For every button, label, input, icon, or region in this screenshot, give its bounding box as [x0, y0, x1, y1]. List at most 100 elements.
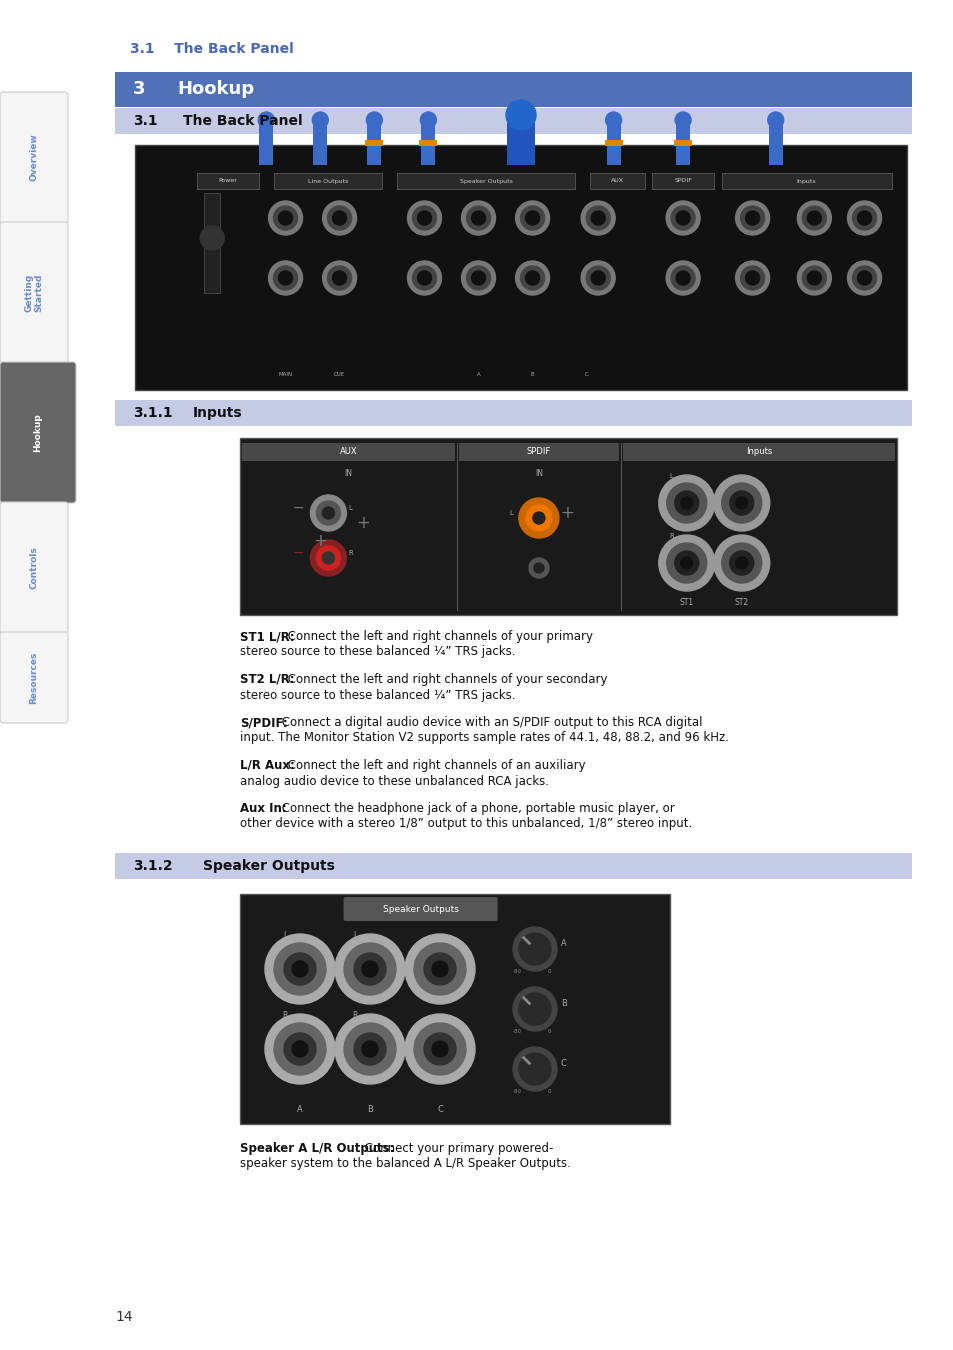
Text: S/PDIF:: S/PDIF: — [240, 716, 288, 729]
Circle shape — [721, 543, 760, 583]
Text: AUX: AUX — [339, 447, 356, 456]
Text: SPDIF: SPDIF — [526, 447, 551, 456]
FancyBboxPatch shape — [0, 221, 68, 363]
Bar — [240, 437, 896, 616]
Text: Hookup: Hookup — [177, 81, 253, 99]
Text: 3.1.2: 3.1.2 — [132, 859, 172, 873]
Circle shape — [676, 211, 689, 225]
Text: L: L — [509, 510, 513, 516]
Text: Connect the left and right channels of an auxiliary: Connect the left and right channels of a… — [284, 759, 585, 772]
Text: Inputs: Inputs — [193, 406, 242, 420]
Text: stereo source to these balanced ¼” TRS jacks.: stereo source to these balanced ¼” TRS j… — [240, 688, 515, 702]
Text: Speaker Outputs: Speaker Outputs — [459, 178, 512, 184]
FancyBboxPatch shape — [0, 92, 68, 223]
Circle shape — [797, 261, 830, 296]
Circle shape — [846, 201, 881, 235]
Circle shape — [846, 261, 881, 296]
Circle shape — [857, 211, 871, 225]
Bar — [115, 72, 911, 107]
Text: C: C — [436, 1106, 442, 1114]
Text: Controls: Controls — [30, 547, 38, 589]
Circle shape — [366, 112, 382, 128]
Circle shape — [322, 261, 356, 296]
Circle shape — [585, 207, 610, 230]
Circle shape — [674, 551, 698, 575]
Text: Overview: Overview — [30, 134, 38, 181]
Circle shape — [740, 207, 763, 230]
Circle shape — [525, 211, 539, 225]
Circle shape — [423, 953, 456, 985]
Circle shape — [801, 266, 825, 290]
Text: IN: IN — [535, 468, 542, 478]
Text: ST2 L/R:: ST2 L/R: — [240, 674, 294, 686]
Circle shape — [316, 501, 340, 525]
Circle shape — [471, 211, 485, 225]
Bar — [458, 443, 618, 460]
Text: 0: 0 — [547, 1029, 550, 1034]
Text: Resources: Resources — [30, 651, 38, 703]
Circle shape — [405, 934, 475, 1004]
Circle shape — [676, 271, 689, 285]
Circle shape — [528, 558, 548, 578]
Circle shape — [580, 261, 615, 296]
Text: Connect the headphone jack of a phone, portable music player, or: Connect the headphone jack of a phone, p… — [278, 802, 675, 815]
Circle shape — [806, 211, 821, 225]
Bar — [676, 120, 689, 165]
Circle shape — [713, 475, 769, 531]
Circle shape — [745, 271, 759, 285]
Circle shape — [407, 201, 441, 235]
Text: Speaker A L/R Outputs:: Speaker A L/R Outputs: — [240, 1142, 395, 1156]
Circle shape — [200, 225, 224, 250]
Text: A: A — [296, 1106, 302, 1114]
Bar — [604, 140, 622, 146]
Circle shape — [680, 497, 692, 509]
Text: stereo source to these balanced ¼” TRS jacks.: stereo source to these balanced ¼” TRS j… — [240, 645, 515, 659]
Circle shape — [665, 261, 700, 296]
Circle shape — [327, 266, 352, 290]
Bar — [115, 400, 911, 427]
Text: Inputs: Inputs — [796, 178, 816, 184]
Circle shape — [268, 201, 302, 235]
Text: A: A — [560, 940, 566, 949]
Text: R: R — [282, 1011, 288, 1021]
Text: B: B — [530, 373, 534, 378]
Circle shape — [361, 961, 377, 977]
FancyBboxPatch shape — [343, 896, 497, 921]
Circle shape — [585, 266, 610, 290]
FancyBboxPatch shape — [0, 502, 68, 633]
Text: AUX: AUX — [610, 178, 623, 184]
Text: +: + — [314, 532, 327, 549]
Circle shape — [322, 201, 356, 235]
Circle shape — [333, 211, 346, 225]
Circle shape — [274, 266, 297, 290]
Text: R: R — [348, 549, 353, 556]
Circle shape — [767, 112, 783, 128]
Bar — [242, 443, 455, 460]
Circle shape — [735, 558, 747, 568]
Text: Connect the left and right channels of your primary: Connect the left and right channels of y… — [284, 630, 593, 643]
Circle shape — [274, 207, 297, 230]
Circle shape — [745, 211, 759, 225]
Text: -80: -80 — [512, 1089, 521, 1094]
Circle shape — [466, 207, 490, 230]
Text: B: B — [560, 999, 566, 1008]
Circle shape — [659, 535, 714, 591]
Circle shape — [591, 211, 604, 225]
Bar — [204, 193, 220, 293]
Circle shape — [675, 112, 690, 128]
Circle shape — [659, 475, 714, 531]
Circle shape — [312, 112, 328, 128]
Bar — [622, 443, 894, 460]
Circle shape — [265, 1014, 335, 1084]
Circle shape — [344, 1023, 395, 1075]
Circle shape — [605, 112, 621, 128]
Circle shape — [857, 271, 871, 285]
Text: other device with a stereo 1/8” output to this unbalanced, 1/8” stereo input.: other device with a stereo 1/8” output t… — [240, 818, 692, 830]
Text: 0: 0 — [547, 1089, 550, 1094]
Circle shape — [852, 266, 876, 290]
Circle shape — [580, 201, 615, 235]
Text: -80: -80 — [512, 1029, 521, 1034]
Bar — [506, 115, 535, 165]
Bar — [240, 894, 669, 1125]
Text: L: L — [353, 931, 356, 940]
